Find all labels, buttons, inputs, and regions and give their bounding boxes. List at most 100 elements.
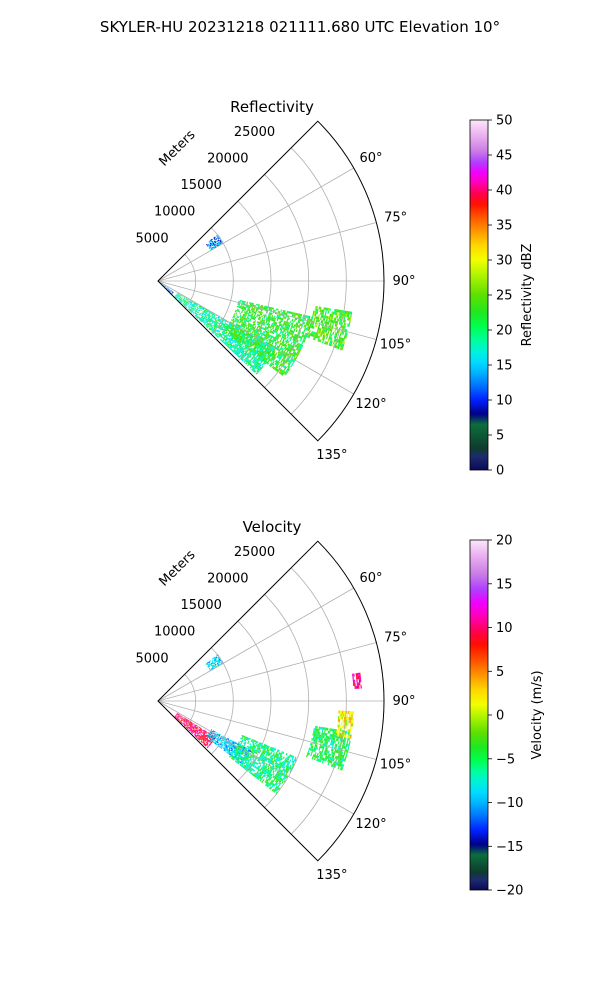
echo-cell [282,371,286,374]
echo-cell [332,743,335,746]
range-tick-label: 5000 [136,651,169,666]
echo-cell [339,337,342,341]
echo-cell [204,315,207,318]
echo-cell [314,730,316,734]
echo-cell [214,664,217,666]
echo-cell [287,362,290,366]
echo-cell [201,307,204,309]
echo-cell [338,759,341,764]
echo-cell [176,297,178,299]
echo-cell [214,240,216,243]
echo-cell [218,739,220,742]
echo-cell [262,314,265,317]
echo-cell [324,741,326,744]
echo-cell [215,319,217,322]
echo-cell [261,768,264,771]
echo-cell [333,335,336,339]
echo-cell [310,745,313,749]
echo-cell [181,721,183,723]
echo-cell [232,332,235,335]
echo-cell [237,316,240,319]
echo-cell [245,313,248,316]
echo-cell [265,330,268,333]
echo-cell [325,335,328,339]
echo-cell [327,738,329,742]
echo-cell [327,762,330,766]
echo-cell [180,719,183,721]
echo-cell [253,769,256,772]
echo-cell [207,666,210,668]
echo-cell [268,772,271,776]
echo-cell [235,320,238,322]
echo-cell [191,727,194,729]
echo-cell [275,777,278,780]
echo-cell [245,326,248,329]
echo-cell [213,244,216,247]
echo-cell [338,730,340,734]
echo-cell [328,308,330,311]
echo-cell [323,318,326,321]
echo-cell [215,334,218,337]
echo-cell [169,291,171,293]
echo-cell [219,319,222,322]
echo-cell [259,769,262,772]
echo-cell [235,742,237,745]
echo-cell [280,337,283,341]
echo-cell [208,314,210,317]
echo-cell [229,745,231,747]
echo-cell [233,337,236,340]
echo-cell [218,319,221,321]
echo-cell [255,351,258,354]
echo-cell [234,320,236,323]
echo-cell [212,317,214,320]
echo-cell [200,731,203,733]
echo-cell [327,327,330,331]
echo-cell [240,737,242,740]
echo-cell [271,762,274,766]
echo-cell [222,746,224,749]
echo-cell [191,721,193,724]
echo-cell [305,327,308,331]
echo-cell [317,736,320,740]
echo-cell [259,328,262,331]
echo-cell [241,316,244,319]
echo-cell [320,317,322,321]
echo-cell [343,316,346,320]
echo-cell [287,768,290,772]
echo-cell [282,760,285,764]
echo-cell [318,759,321,762]
echo-cell [247,763,250,766]
echo-cell [326,307,329,311]
echo-cell [203,311,205,313]
echo-cell [231,748,234,751]
echo-cell [214,660,216,663]
echo-cell [326,333,329,337]
echo-cell [220,743,222,746]
echo-cell [207,661,209,664]
echo-cell [228,327,231,329]
echo-cell [330,734,333,737]
echo-cell [256,334,259,337]
echo-cell [194,309,196,312]
echo-cell [255,742,257,745]
echo-cell [282,322,285,326]
echo-cell [252,366,255,369]
echo-cell [269,756,272,760]
echo-cell [257,743,259,746]
echo-cell [196,316,198,319]
echo-cell [270,316,273,319]
echo-cell [244,314,247,317]
echo-cell [209,328,211,331]
echo-cell [282,756,285,759]
echo-cell [218,243,221,245]
echo-cell [190,723,192,725]
colorbar-tick-label: 20 [496,324,513,339]
echo-cell [319,756,322,760]
echo-cell [244,336,246,339]
echo-cell [271,335,273,338]
echo-cell [214,325,216,328]
echo-cell [219,325,222,328]
echo-cell [233,351,235,353]
echo-cell [319,309,321,312]
echo-cell [259,322,262,325]
